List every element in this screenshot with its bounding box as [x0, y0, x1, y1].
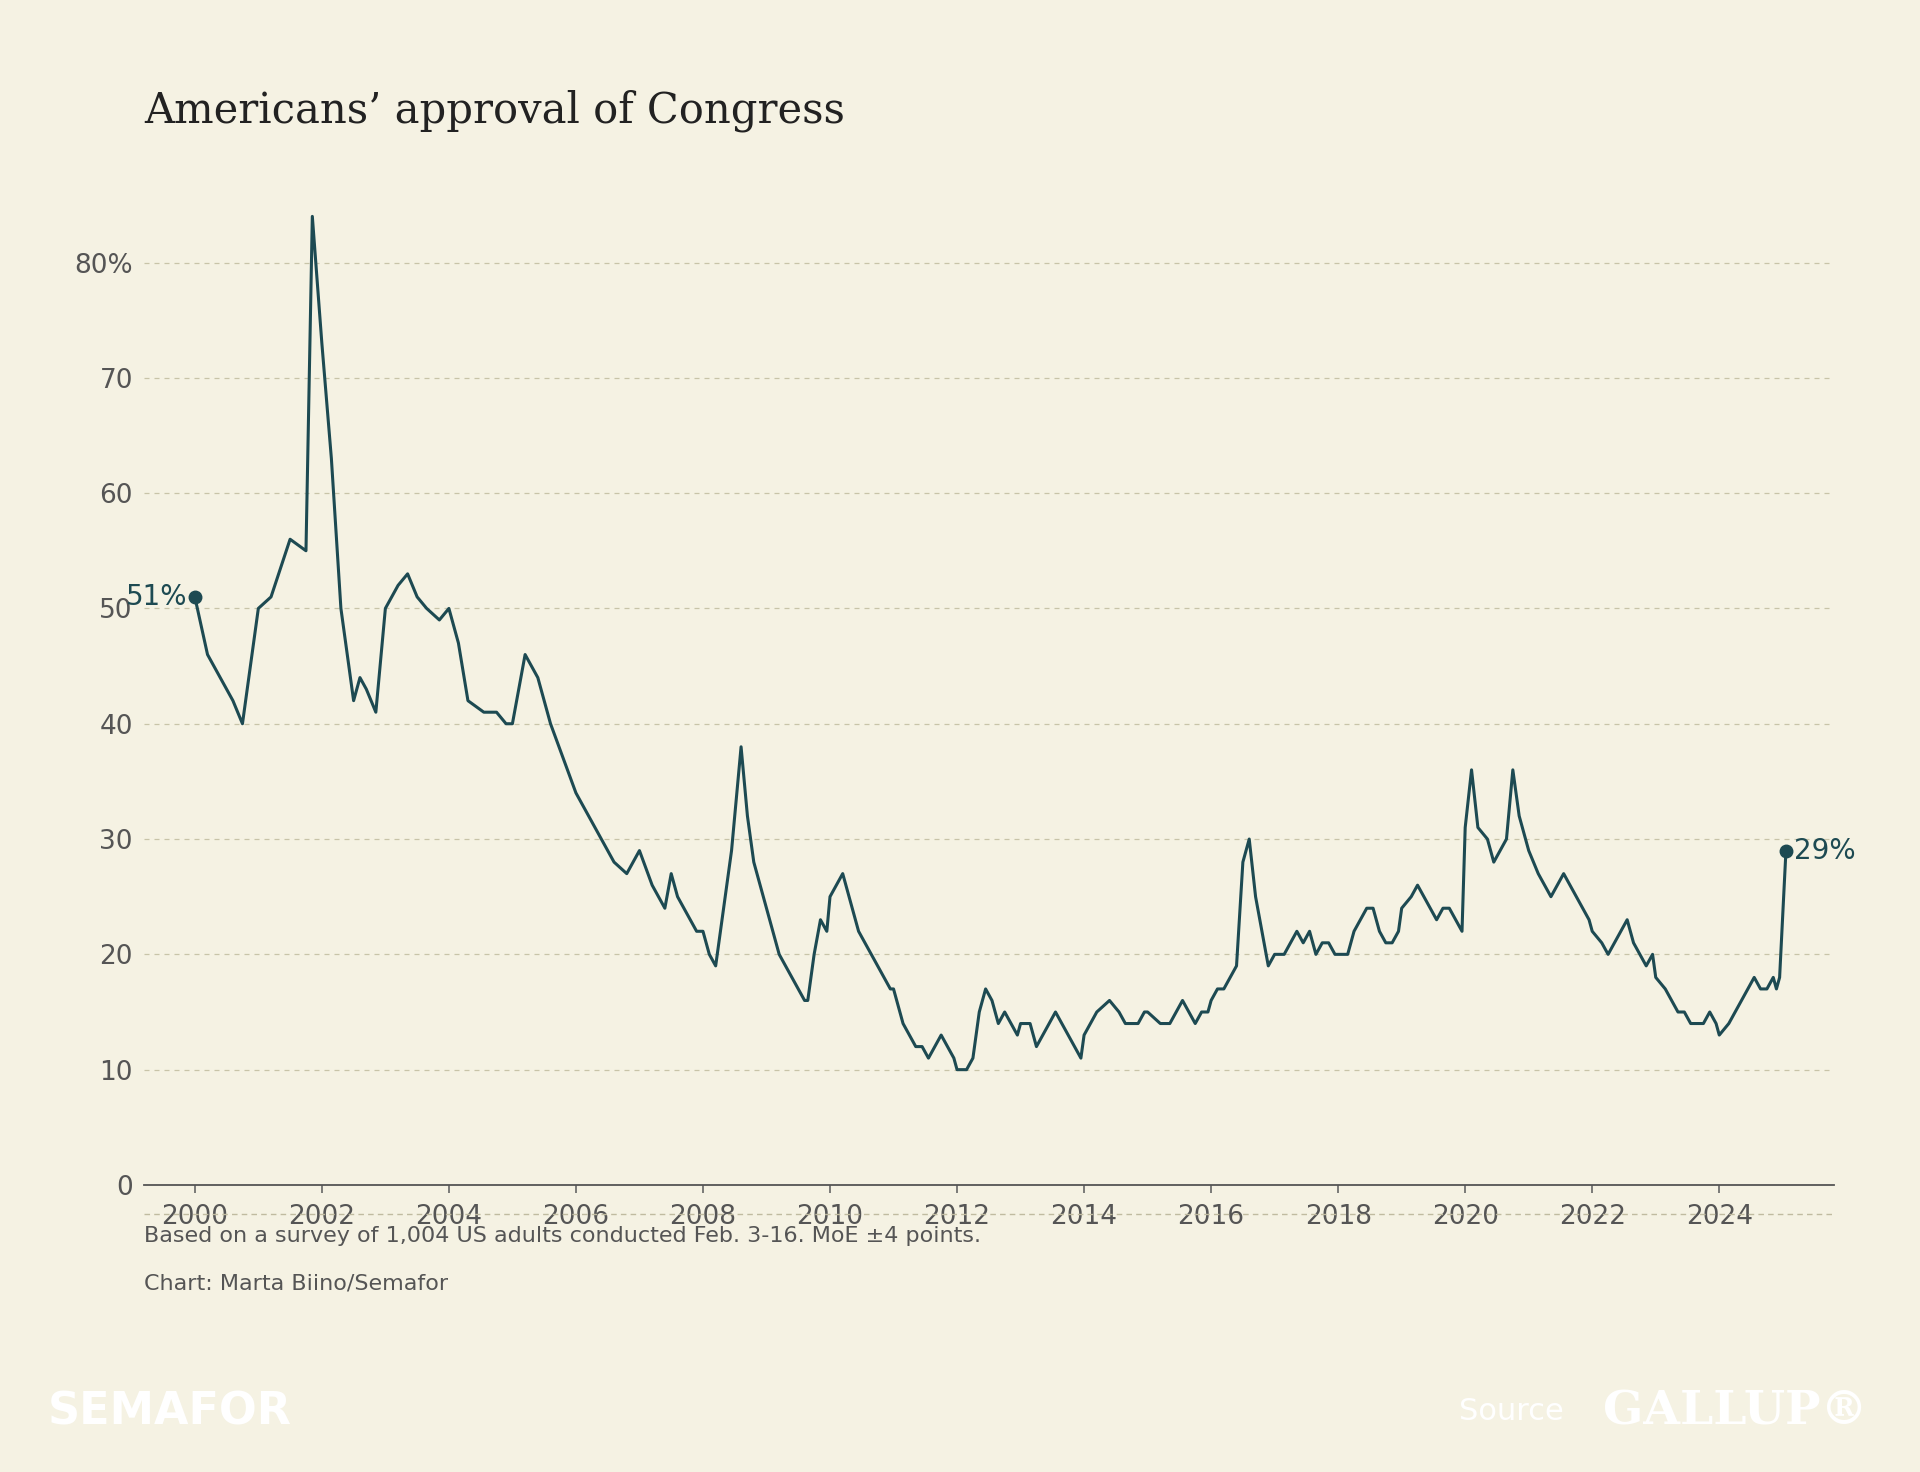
Text: 29%: 29% [1793, 836, 1855, 864]
Text: Source: Source [1459, 1397, 1565, 1426]
Text: GALLUP®: GALLUP® [1603, 1388, 1868, 1435]
Text: SEMAFOR: SEMAFOR [48, 1390, 292, 1434]
Text: Based on a survey of 1,004 US adults conducted Feb. 3-16. MoE ±4 points.: Based on a survey of 1,004 US adults con… [144, 1226, 981, 1247]
Text: 51%: 51% [125, 583, 186, 611]
Text: Americans’ approval of Congress: Americans’ approval of Congress [144, 90, 845, 132]
Text: Chart: Marta Biino/Semafor: Chart: Marta Biino/Semafor [144, 1273, 447, 1294]
